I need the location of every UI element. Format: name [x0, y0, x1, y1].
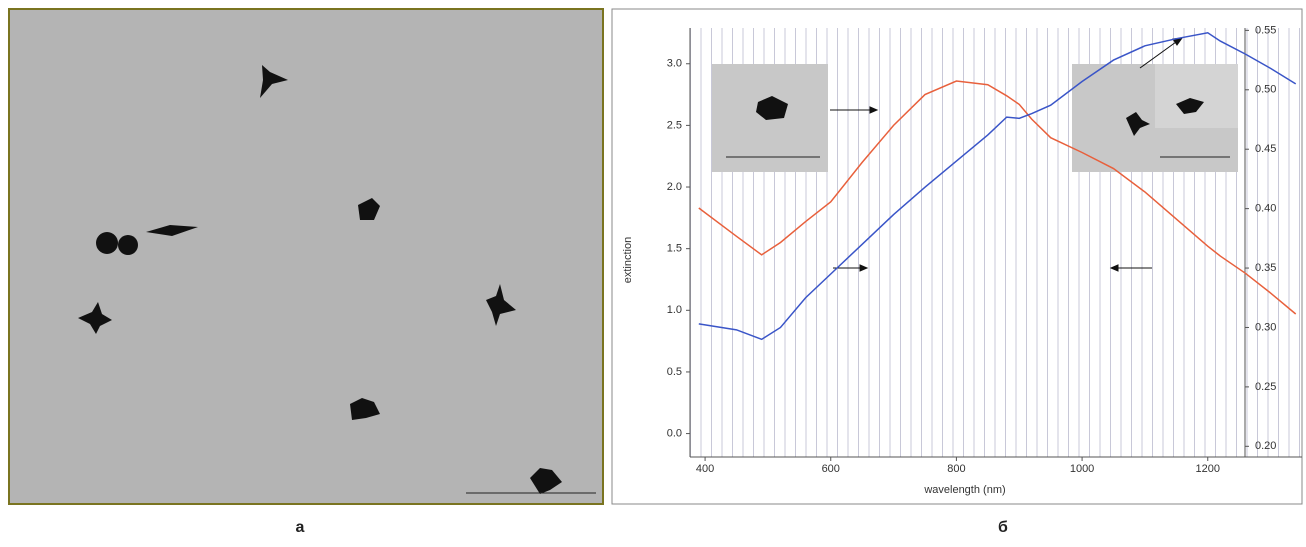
tem-image	[8, 8, 604, 505]
y-tick-label: 0.5	[667, 366, 682, 378]
y-tick-label: 2.5	[667, 119, 682, 131]
y2-tick-label: 0.30	[1255, 321, 1276, 333]
x-tick-label: 1000	[1070, 463, 1094, 475]
y2-tick-label: 0.40	[1255, 203, 1276, 215]
x-tick-label: 600	[822, 463, 840, 475]
y-axis-label: extinction	[622, 237, 634, 283]
x-tick-label: 400	[696, 463, 714, 475]
y-tick-label: 0.0	[667, 427, 682, 439]
y2-tick-label: 0.25	[1255, 381, 1276, 393]
y-tick-label: 3.0	[667, 58, 682, 70]
panel-label: б	[998, 519, 1008, 536]
arrows	[830, 37, 1184, 272]
y-tick-label: 2.0	[667, 181, 682, 193]
inset-right	[1072, 64, 1238, 172]
y-tick-label: 1.0	[667, 304, 682, 316]
inset-left	[712, 64, 828, 172]
x-tick-label: 1200	[1196, 463, 1220, 475]
series-line	[698, 80, 1297, 315]
y2-tick-label: 0.45	[1255, 143, 1276, 155]
y-tick-label: 1.5	[667, 243, 682, 255]
y2-tick-label: 0.35	[1255, 262, 1276, 274]
x-tick-label: 800	[947, 463, 965, 475]
y2-tick-label: 0.20	[1255, 440, 1276, 452]
y2-tick-label: 0.55	[1255, 24, 1276, 36]
panel-label: а	[296, 519, 305, 536]
series-line	[698, 31, 1297, 341]
x-axis-label: wavelength (nm)	[923, 484, 1005, 496]
y2-tick-label: 0.50	[1255, 84, 1276, 96]
